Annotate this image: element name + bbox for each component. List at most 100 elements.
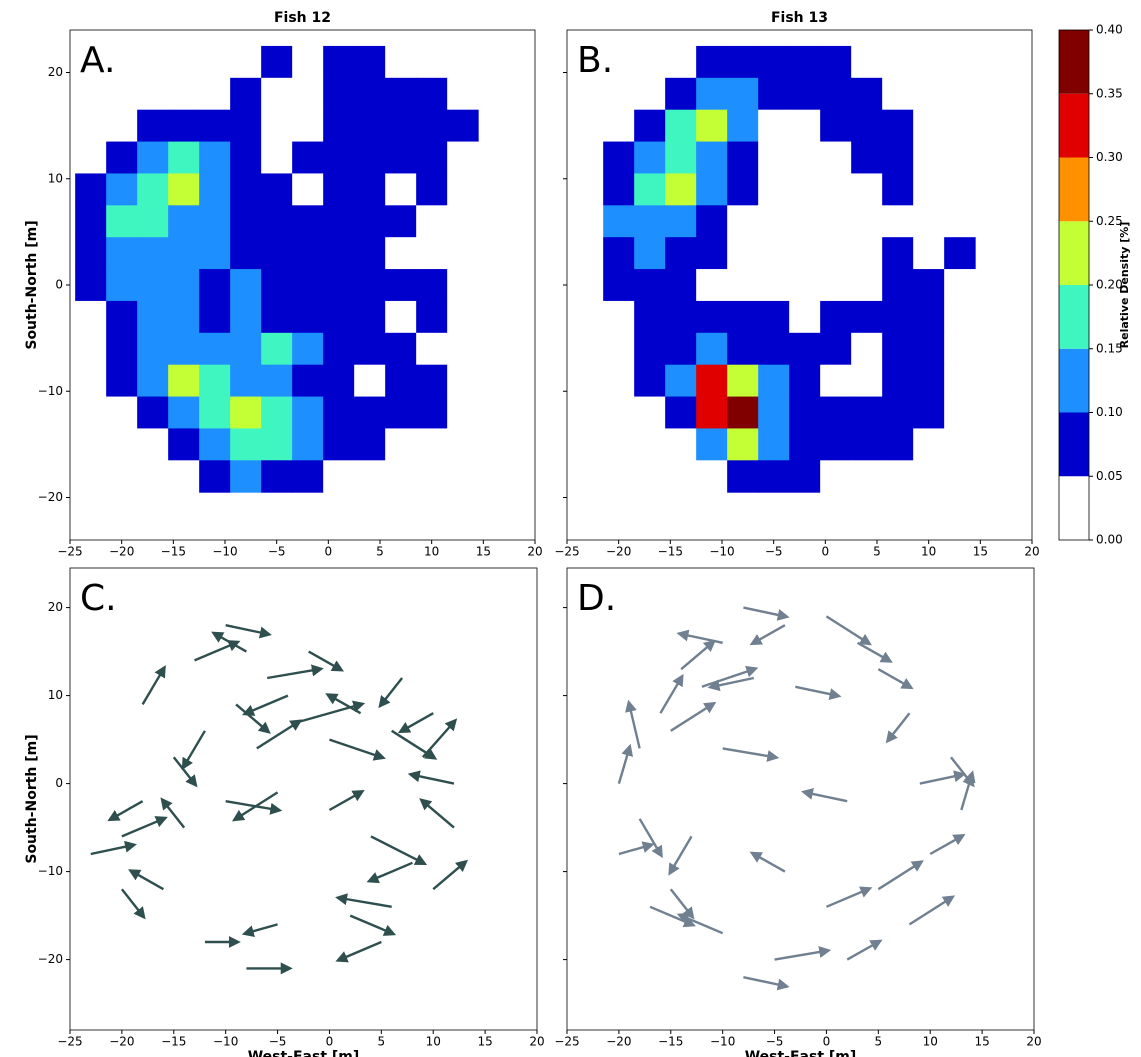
density-cell: [137, 269, 169, 302]
density-cell: [106, 45, 138, 79]
density-cell: [168, 460, 200, 493]
density-cell: [292, 205, 324, 238]
density-cell: [665, 45, 697, 79]
density-cell: [416, 77, 448, 111]
arrow: [378, 677, 404, 709]
arrow: [929, 834, 966, 856]
density-cell: [758, 460, 790, 493]
y-tick-label: 20: [48, 600, 63, 614]
density-cell: [727, 77, 759, 111]
x-tick-label: −20: [109, 1035, 134, 1049]
density-cell: [882, 460, 914, 493]
arrow: [370, 835, 428, 865]
density-cell: [851, 269, 883, 302]
density-cell: [416, 364, 448, 398]
density-cell: [882, 332, 914, 366]
y-tick-label: −20: [38, 952, 63, 966]
density-cell: [603, 141, 635, 174]
density-cell: [230, 173, 262, 206]
arrow: [774, 946, 832, 961]
density-cell: [603, 205, 635, 238]
density-cell: [137, 332, 169, 366]
arrow: [328, 790, 365, 812]
arrow: [877, 860, 924, 891]
density-cell: [727, 237, 759, 270]
arrow: [670, 701, 717, 732]
density-cell: [758, 205, 790, 238]
density-cell: [230, 109, 262, 143]
arrow: [795, 685, 842, 700]
density-cell: [137, 300, 169, 334]
density-cell: [572, 77, 604, 111]
density-cell: [168, 45, 200, 79]
arrow: [128, 869, 164, 891]
density-cell: [727, 332, 759, 366]
density-cell: [447, 364, 479, 398]
colorbar-segment: [1059, 412, 1089, 477]
density-cell: [882, 428, 914, 461]
arrow: [235, 703, 271, 734]
y-tick-label: 0: [55, 776, 63, 790]
density-cell: [727, 141, 759, 174]
density-cell: [758, 428, 790, 461]
density-cell: [727, 396, 759, 429]
density-cell: [292, 237, 324, 270]
density-cell: [727, 300, 759, 334]
density-cell: [323, 173, 355, 206]
arrow: [617, 743, 633, 784]
x-tick-label: −10: [213, 1035, 238, 1049]
density-cell: [168, 109, 200, 143]
density-cell: [665, 460, 697, 493]
density-cell: [199, 173, 231, 206]
arrow-field: [90, 624, 469, 975]
density-cell: [882, 109, 914, 143]
density-cell: [416, 269, 448, 302]
arrow: [349, 914, 397, 936]
x-axis-label: West-East [m]: [248, 1049, 360, 1057]
density-cell: [168, 269, 200, 302]
density-cell: [323, 109, 355, 143]
density-cell: [323, 428, 355, 461]
density-cell: [913, 460, 945, 493]
colorbar-tick-label: 0.35: [1096, 86, 1123, 100]
density-cell: [447, 460, 479, 493]
density-cell: [789, 45, 821, 79]
density-cell: [416, 396, 448, 429]
density-cell: [789, 364, 821, 398]
density-cell: [385, 428, 417, 461]
density-cell: [913, 428, 945, 461]
density-cell: [75, 205, 107, 238]
y-tick-label: 10: [48, 171, 63, 185]
x-tick-label: −15: [658, 545, 683, 559]
x-tick-label: 20: [527, 545, 542, 559]
density-cell: [75, 460, 107, 493]
density-cell: [851, 460, 883, 493]
density-cell: [416, 45, 448, 79]
density-cell: [820, 396, 852, 429]
density-cell: [261, 237, 293, 270]
arrow: [231, 791, 279, 822]
density-cell: [727, 109, 759, 143]
density-cell: [851, 300, 883, 334]
density-cell: [261, 396, 293, 429]
density-cell: [727, 364, 759, 398]
x-tick-label: 10: [424, 545, 439, 559]
density-cell: [696, 428, 728, 461]
density-cell: [944, 428, 976, 461]
density-cell: [758, 237, 790, 270]
density-cell: [913, 109, 945, 143]
density-cell: [261, 109, 293, 143]
arrow: [160, 797, 186, 829]
density-cell: [75, 332, 107, 366]
density-cell: [354, 77, 386, 111]
colorbar-label: Relative Density [%]: [1118, 222, 1131, 349]
density-cell: [168, 300, 200, 334]
arrow: [638, 818, 663, 859]
density-cell: [758, 173, 790, 206]
density-cell: [447, 45, 479, 79]
density-cell: [199, 332, 231, 366]
density-cell: [261, 460, 293, 493]
density-cell: [634, 460, 666, 493]
density-cell: [447, 77, 479, 111]
